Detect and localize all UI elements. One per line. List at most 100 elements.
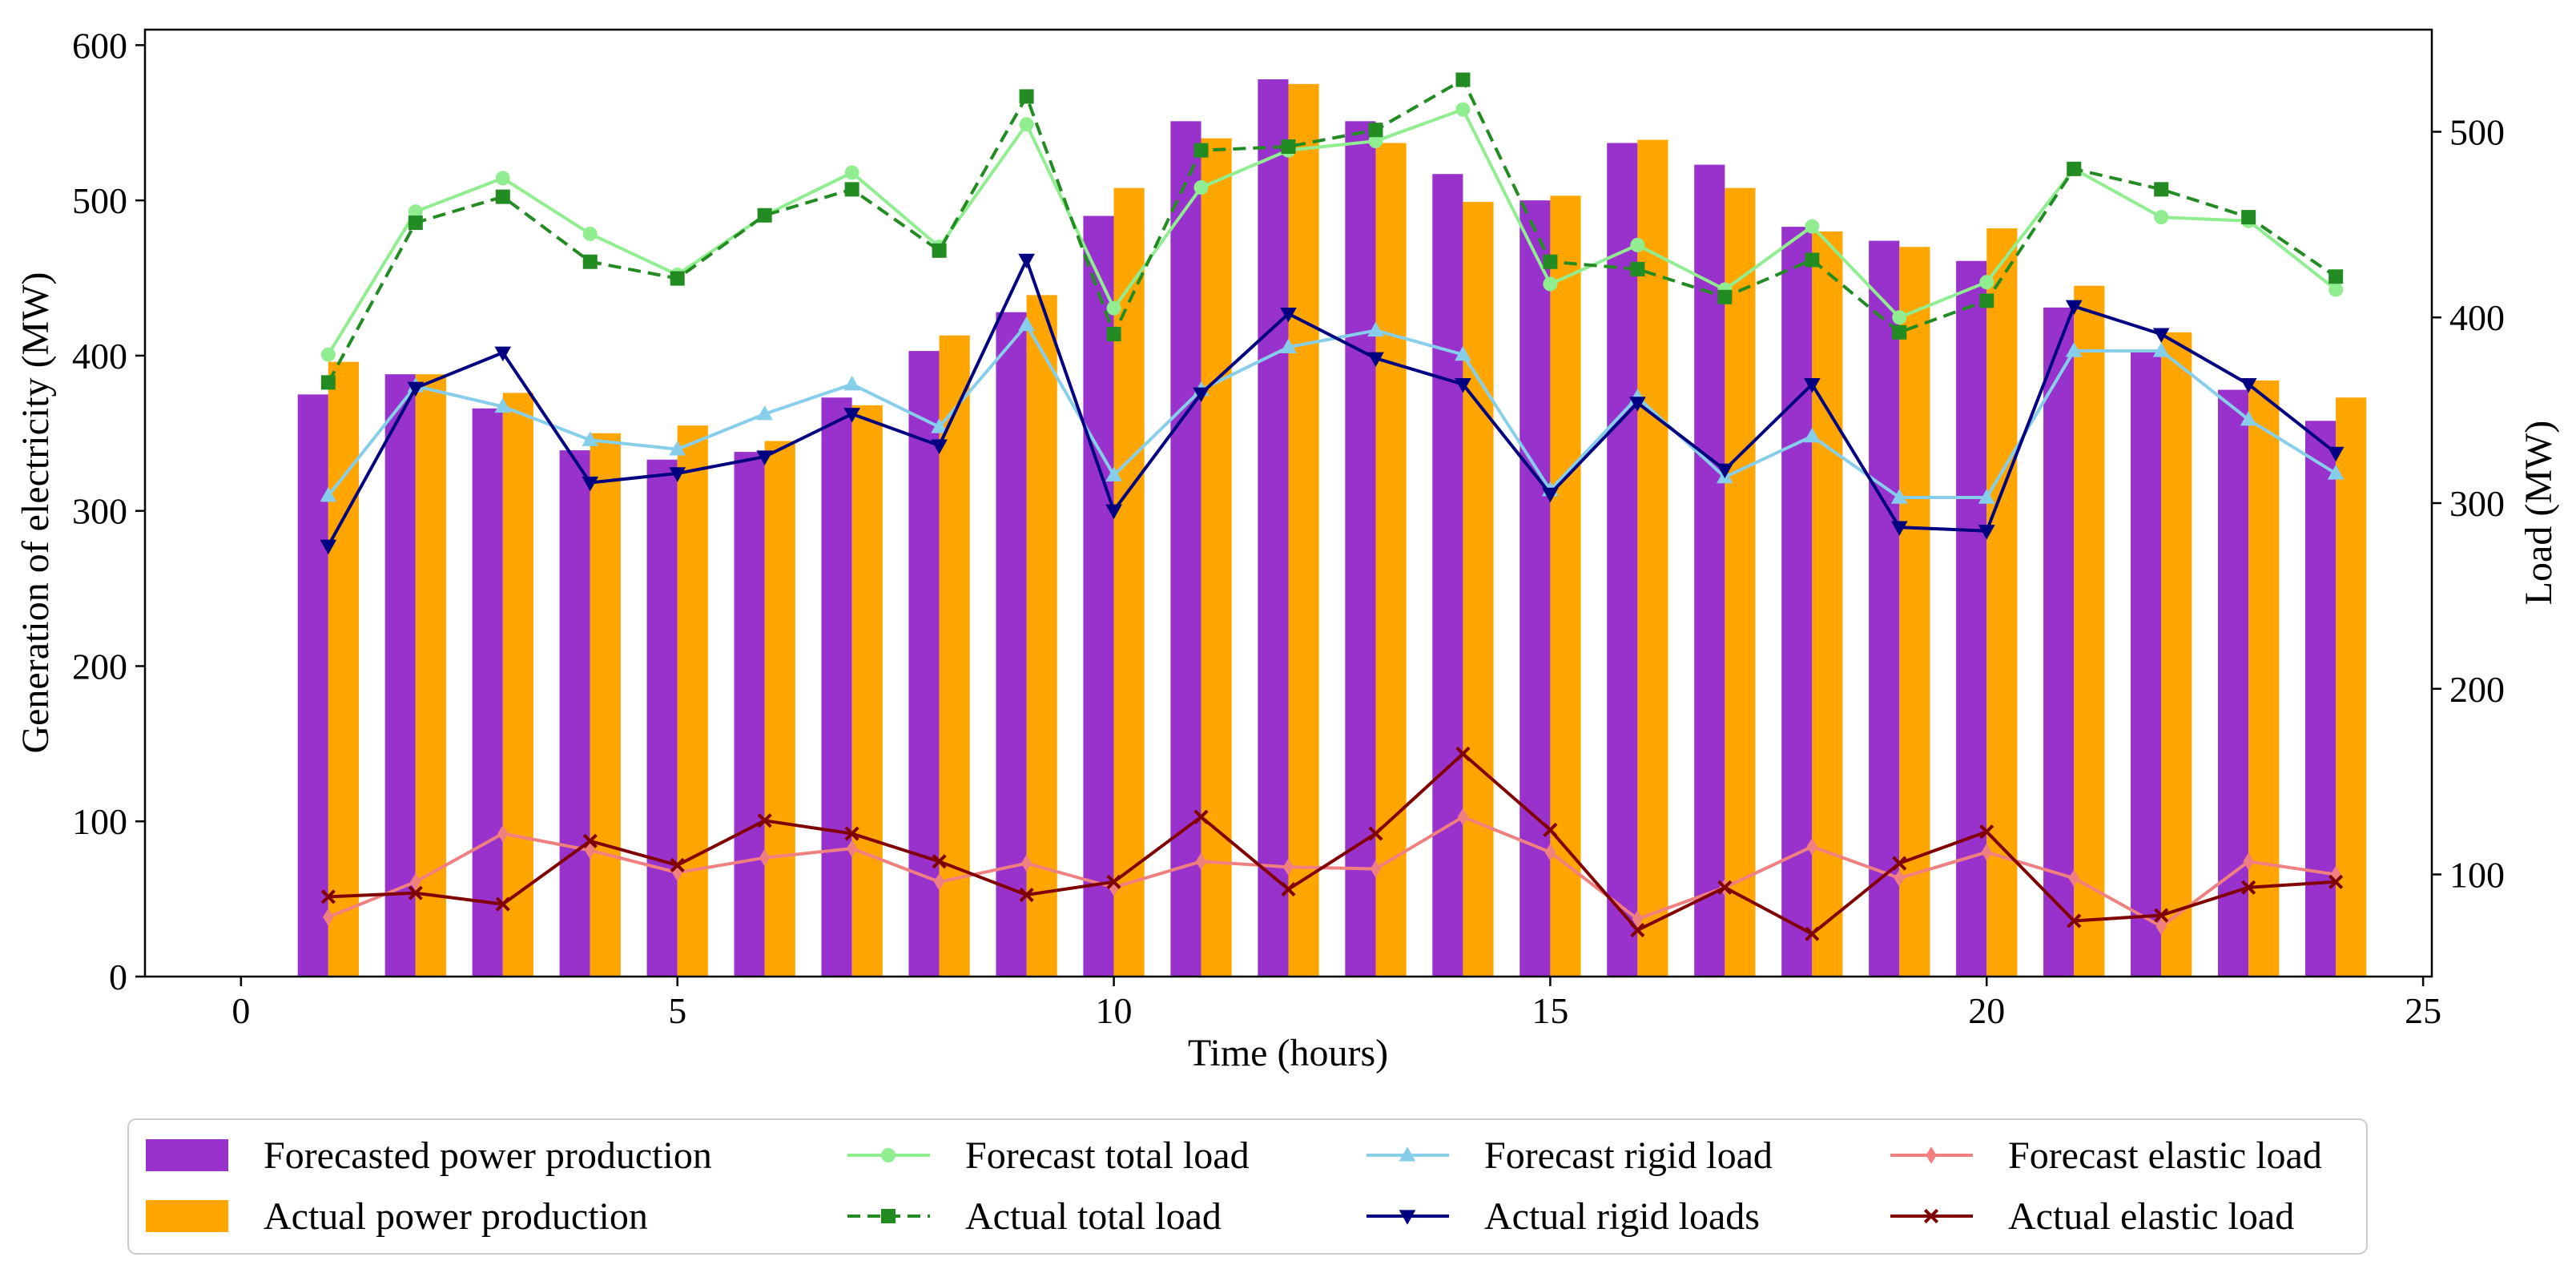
actual-total-load-point-17 <box>1717 289 1733 304</box>
legend-label-actual-rigid-load: Actual rigid loads <box>1484 1195 1760 1238</box>
actual-rigid-load-point-19 <box>1890 521 1908 536</box>
forecast-rigid-load-point-20 <box>1978 489 1995 504</box>
actual-elastic-load-point-5 <box>670 857 685 873</box>
forecast-elastic-load-point-11 <box>1195 852 1207 871</box>
actual-total-load-point-12 <box>1281 139 1296 155</box>
forecast-elastic-load-point-7 <box>846 840 858 857</box>
legend-label-actual-total-load: Actual total load <box>965 1195 1222 1238</box>
forecast-elastic-load-point-20 <box>1981 843 1993 861</box>
forecast-rigid-load-point-10 <box>1105 466 1122 481</box>
actual-total-load-point-10 <box>1106 327 1121 342</box>
legend: Forecasted power production Actual power … <box>127 1118 2368 1255</box>
forecast-rigid-load-point-22 <box>2152 342 2170 357</box>
forecast-total-load-point-7 <box>844 165 859 180</box>
forecast-total-load-point-13 <box>1368 134 1383 149</box>
legend-marker-actual-rigid-load <box>1399 1210 1416 1225</box>
axes: Time (hours) Generation of electricity (… <box>14 25 2560 1074</box>
bar-actual-production-17 <box>1725 187 1756 977</box>
bar-forecast-production-16 <box>1607 143 1638 977</box>
forecast-total-load-point-19 <box>1892 310 1907 325</box>
forecast-rigid-load-point-3 <box>494 397 512 413</box>
bar-actual-production-14 <box>1463 202 1494 977</box>
bar-forecast-production-13 <box>1345 121 1376 977</box>
actual-rigid-load-point-13 <box>1367 352 1384 368</box>
actual-rigid-load-point-6 <box>756 450 774 465</box>
actual-elastic-load-point-11 <box>1193 809 1209 824</box>
actual-elastic-load-point-2 <box>408 885 423 900</box>
bar-actual-production-18 <box>1812 231 1843 977</box>
forecast-total-load-point-20 <box>1979 275 1994 290</box>
actual-total-load-point-2 <box>408 216 423 231</box>
forecast-rigid-load-point-8 <box>931 418 948 433</box>
forecast-elastic-load-point-8 <box>933 873 945 891</box>
actual-total-load-point-21 <box>2067 161 2082 176</box>
actual-elastic-load-point-6 <box>757 813 772 828</box>
actual-rigid-load-point-1 <box>320 539 337 555</box>
actual-total-load-point-7 <box>844 182 859 197</box>
legend-label-forecasted-power-production: Forecasted power production <box>264 1134 712 1177</box>
actual-elastic-load-point-20 <box>1979 824 1994 840</box>
forecast-elastic-load-point-18 <box>1806 837 1818 856</box>
forecast-rigid-load-point-1 <box>320 486 337 502</box>
forecast-total-load-line <box>327 107 2337 356</box>
forecast-rigid-load-point-4 <box>582 431 599 446</box>
actual-total-load-point-3 <box>495 189 510 204</box>
x-tick-label-5: 5 <box>668 990 686 1031</box>
actual-rigid-load-point-10 <box>1105 504 1122 520</box>
bar-actual-production-6 <box>764 441 795 977</box>
bar-actual-production-11 <box>1201 138 1232 977</box>
legend-swatch-forecasted-power-production <box>146 1139 228 1171</box>
forecast-elastic-load-line <box>328 815 2337 929</box>
forecast-elastic-load-point-13 <box>1370 860 1382 878</box>
forecast-total-load-point-22 <box>2154 210 2169 225</box>
x-tick-label-20: 20 <box>1968 990 2005 1031</box>
bar-forecast-production-4 <box>559 450 590 977</box>
actual-elastic-load-point-9 <box>1019 887 1034 903</box>
actual-total-load-point-1 <box>320 375 336 390</box>
bar-forecast-production-9 <box>996 312 1027 977</box>
actual-elastic-load-point-8 <box>932 854 947 869</box>
bar-forecast-production-2 <box>384 374 416 977</box>
forecast-total-load-point-18 <box>1805 219 1820 234</box>
bar-forecast-production-1 <box>297 394 328 977</box>
forecast-total-load-point-4 <box>582 226 598 241</box>
forecast-rigid-load-point-5 <box>669 440 686 456</box>
legend-label-forecast-total-load: Forecast total load <box>965 1134 1250 1177</box>
bar-actual-production-16 <box>1637 139 1668 977</box>
forecast-total-load-point-2 <box>408 204 423 220</box>
actual-elastic-load-line <box>328 751 2337 936</box>
forecast-total-load-point-10 <box>1106 300 1121 316</box>
forecast-elastic-load-point-21 <box>2068 869 2079 887</box>
actual-rigid-load-point-9 <box>1018 253 1035 269</box>
actual-rigid-load-point-24 <box>2327 446 2345 462</box>
bar-actual-production-23 <box>2248 380 2280 977</box>
actual-total-load-point-20 <box>1979 293 1994 308</box>
bar-forecast-production-7 <box>821 397 852 977</box>
actual-total-load-point-6 <box>757 207 772 223</box>
legend-marker-forecast-rigid-load <box>1399 1146 1416 1162</box>
legend-label-forecast-elastic-load: Forecast elastic load <box>2008 1134 2322 1177</box>
legend-marker-forecast-total-load <box>881 1148 896 1162</box>
legend-swatch-actual-power-production <box>146 1200 228 1232</box>
bar-forecast-production-18 <box>1781 227 1813 977</box>
bar-actual-production-22 <box>2161 332 2192 977</box>
forecast-rigid-load-point-24 <box>2327 465 2345 480</box>
actual-rigid-load-point-4 <box>582 476 599 492</box>
forecast-rigid-load-point-13 <box>1367 321 1384 337</box>
legend-marker-forecast-elastic-load <box>1926 1146 1937 1164</box>
actual-elastic-load-point-16 <box>1630 922 1645 938</box>
forecast-elastic-load-point-16 <box>1632 910 1644 928</box>
y-tick-label-400: 400 <box>72 336 127 377</box>
actual-total-load-point-9 <box>1019 89 1034 104</box>
actual-total-load-point-8 <box>932 243 947 258</box>
forecast-rigid-load-point-19 <box>1890 489 1908 504</box>
x-tick-label-25: 25 <box>2405 990 2441 1031</box>
forecast-total-load-point-11 <box>1193 180 1209 195</box>
y2-tick-label-300: 300 <box>2449 483 2505 524</box>
bar-forecast-production-22 <box>2131 352 2162 977</box>
bar-actual-production-13 <box>1375 143 1407 977</box>
actual-total-load-point-19 <box>1892 324 1907 340</box>
actual-total-load-point-23 <box>2241 210 2256 225</box>
bar-forecast-production-19 <box>1869 240 1900 977</box>
forecast-total-load-point-9 <box>1019 117 1034 132</box>
